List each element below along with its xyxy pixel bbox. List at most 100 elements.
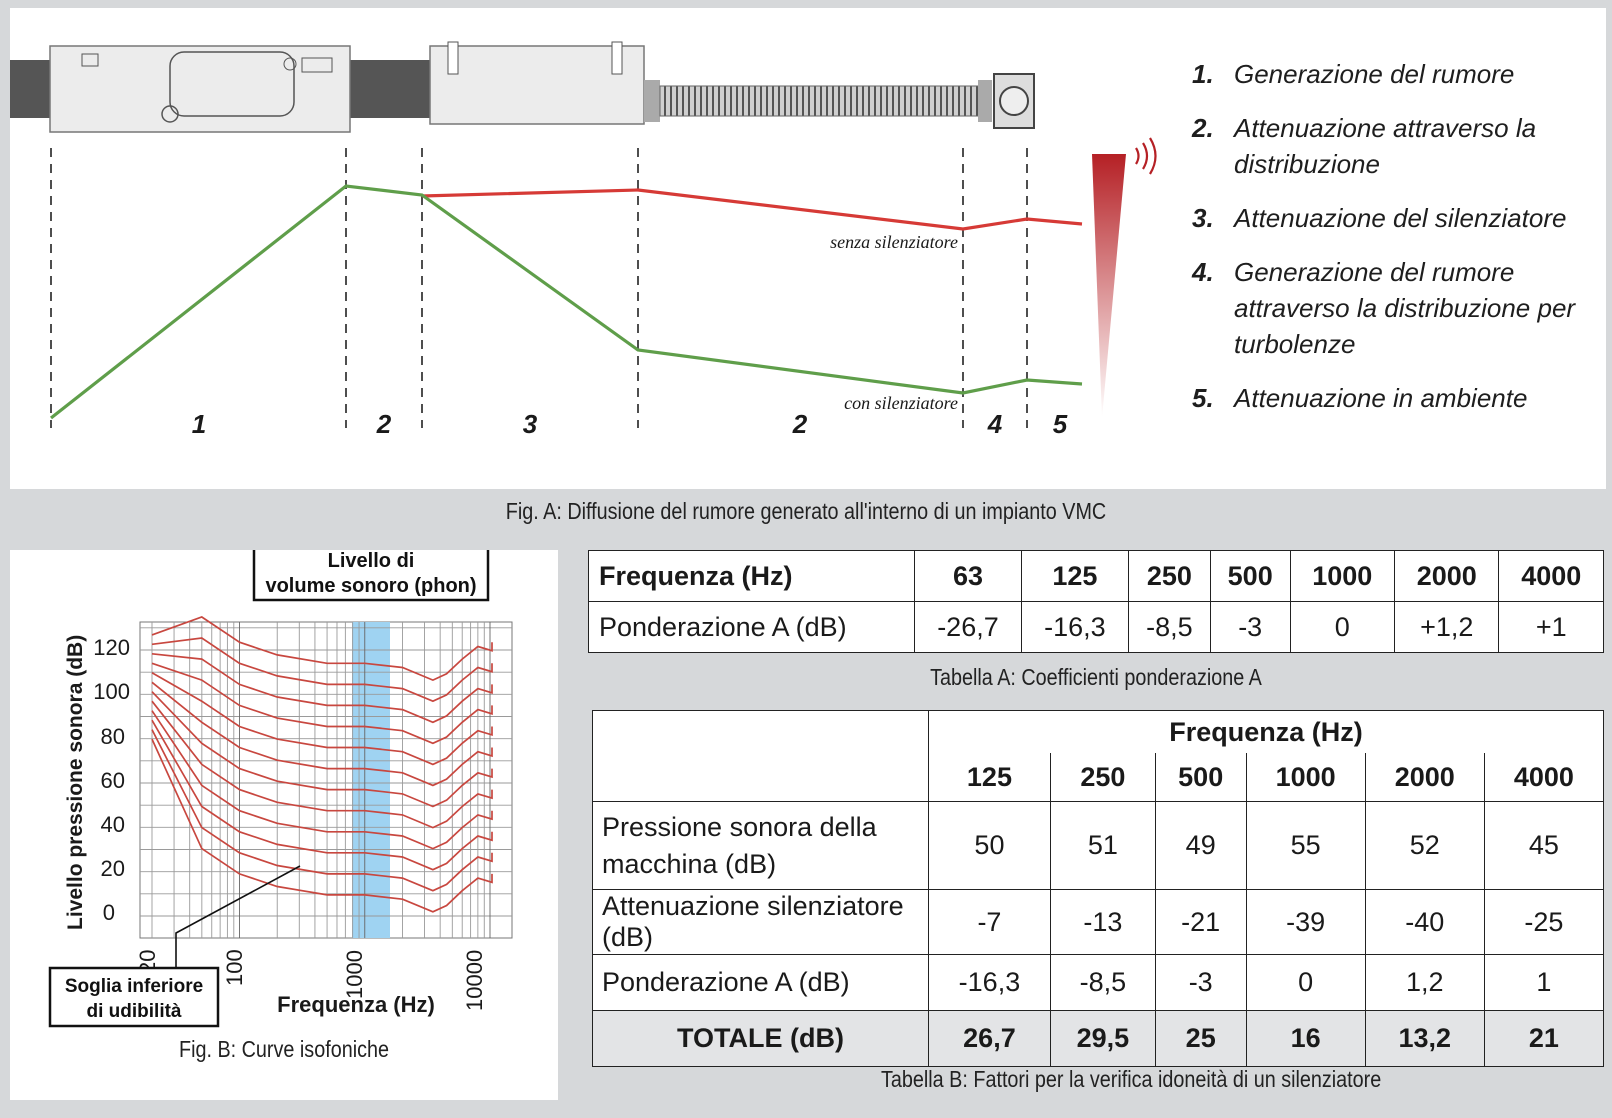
table-b-row: Ponderazione A (dB) -16,3 -8,5 -3 0 1,2 … xyxy=(592,954,1605,1011)
duct-middle xyxy=(350,60,432,118)
curve-with-silencer xyxy=(50,184,1083,420)
value-cell: +1 xyxy=(1498,601,1604,653)
isophonic-curve xyxy=(151,616,493,682)
value-cell: 45 xyxy=(1483,801,1605,890)
y-tick: 20 xyxy=(101,856,125,881)
frequency-cell: 2000 xyxy=(1364,753,1485,802)
value-cell: 55 xyxy=(1245,801,1366,890)
total-cell: 16 xyxy=(1245,1010,1366,1067)
threshold-line1: Soglia inferiore xyxy=(65,976,203,997)
table-a-header-row: Frequenza (Hz) 63 125 250 500 1000 2000 … xyxy=(588,550,1604,602)
total-cell: 21 xyxy=(1483,1010,1605,1067)
value-cell: 0 xyxy=(1245,954,1366,1011)
frequency-cell: 500 xyxy=(1154,753,1247,802)
isophonic-curve xyxy=(151,662,493,745)
table-b: Frequenza (Hz) 125 250 500 1000 2000 400… xyxy=(592,710,1605,1067)
value-cell: 1,2 xyxy=(1364,954,1485,1011)
y-tick: 40 xyxy=(101,812,125,837)
fig-a-panel: senza silenziatore con silenziatore 1 2 … xyxy=(10,8,1606,489)
y-tick: 80 xyxy=(101,724,125,749)
curve-green-label: con silenziatore xyxy=(844,393,958,413)
legend-number: 5. xyxy=(1192,383,1214,413)
y-tick: 100 xyxy=(93,679,130,704)
value-cell: 1 xyxy=(1483,954,1605,1011)
legend-item: 1. Generazione del rumore xyxy=(1192,56,1602,92)
frequency-cell: 1000 xyxy=(1245,753,1366,802)
chart-grid xyxy=(140,622,512,938)
curve-without-silencer xyxy=(421,188,1083,231)
phon-box-line1: Livello di xyxy=(328,550,415,572)
x-tick: 100 xyxy=(222,949,247,986)
legend-text: Attenuazione in ambiente xyxy=(1234,383,1528,413)
fig-a-caption: Fig. A: Diffusione del rumore generato a… xyxy=(505,498,1107,524)
isophonic-curve xyxy=(151,691,493,808)
row-label: Ponderazione A (dB) xyxy=(592,954,929,1011)
phon-box-line2: volume sonoro (phon) xyxy=(265,575,476,597)
y-tick: 120 xyxy=(93,635,130,660)
segment-label: 4 xyxy=(987,409,1003,439)
value-cell: -16,3 xyxy=(928,954,1051,1011)
silencer-unit xyxy=(429,41,645,125)
value-cell: 0 xyxy=(1289,601,1395,653)
value-cell: -25 xyxy=(1483,889,1605,955)
flex-duct-connector xyxy=(978,80,992,122)
table-b-caption: Tabella B: Fattori per la verifica idone… xyxy=(881,1066,1382,1092)
value-cell: -8,5 xyxy=(1127,601,1211,653)
frequency-cell: 250 xyxy=(1049,753,1156,802)
legend-number: 1. xyxy=(1192,59,1214,89)
value-cell: -40 xyxy=(1364,889,1485,955)
frequency-cell: 125 xyxy=(928,753,1051,802)
table-b-row: Attenuazione silenziatore (dB) -7 -13 -2… xyxy=(592,889,1605,955)
fig-a-diagram: senza silenziatore con silenziatore 1 2 … xyxy=(10,41,1157,439)
threshold-line2: di udibilità xyxy=(87,1001,182,1022)
threshold-box xyxy=(48,966,220,1028)
legend-text: Attenuazione attraverso la distribuzione xyxy=(1234,113,1537,179)
value-cell: -7 xyxy=(928,889,1051,955)
legend-text: Generazione del rumore attraverso la dis… xyxy=(1234,257,1576,359)
table-b-corner xyxy=(592,710,929,802)
legend-item: 3. Attenuazione del silenziatore xyxy=(1192,200,1602,236)
total-cell: 26,7 xyxy=(928,1010,1051,1067)
value-cell: -8,5 xyxy=(1049,954,1156,1011)
frequency-cell: 4000 xyxy=(1498,550,1604,602)
isophonic-curve xyxy=(151,681,493,787)
segment-label: 5 xyxy=(1053,409,1068,439)
table-b-header-row: Frequenza (Hz) xyxy=(592,710,1604,802)
flex-duct xyxy=(659,85,981,117)
table-a-header-label: Frequenza (Hz) xyxy=(588,550,915,602)
value-cell: -3 xyxy=(1154,954,1247,1011)
legend-item: 2. Attenuazione attraverso la distribuzi… xyxy=(1192,110,1602,182)
value-cell: +1,2 xyxy=(1393,601,1500,653)
value-cell: 52 xyxy=(1364,801,1485,890)
value-cell: -3 xyxy=(1209,601,1291,653)
legend-text: Generazione del rumore xyxy=(1234,59,1515,89)
frequency-cell: 250 xyxy=(1127,550,1211,602)
flex-duct-connector xyxy=(644,80,660,122)
value-cell: 49 xyxy=(1154,801,1247,890)
vmc-unit xyxy=(49,45,351,133)
duct-left xyxy=(10,60,52,118)
segment-label: 3 xyxy=(523,409,538,439)
row-label: Pressione sonora della macchina (dB) xyxy=(592,801,929,890)
y-tick: 60 xyxy=(101,768,125,793)
total-cell: 25 xyxy=(1154,1010,1247,1067)
frequency-cell: 1000 xyxy=(1289,550,1395,602)
frequency-cell: 4000 xyxy=(1483,753,1605,802)
y-tick: 0 xyxy=(103,900,115,925)
isophonic-curves xyxy=(151,616,493,913)
isophonic-curve xyxy=(151,700,493,829)
table-a: Frequenza (Hz) 63 125 250 500 1000 2000 … xyxy=(588,550,1604,653)
isophonic-curve xyxy=(151,719,493,871)
value-cell: -13 xyxy=(1049,889,1156,955)
x-tick: 10000 xyxy=(462,950,487,1011)
frequency-cell: 63 xyxy=(914,550,1022,602)
total-label: TOTALE (dB) xyxy=(592,1010,929,1067)
segment-label: 1 xyxy=(192,409,206,439)
legend-item: 5. Attenuazione in ambiente xyxy=(1192,380,1602,416)
isophonic-curve xyxy=(151,652,493,724)
legend-item: 4. Generazione del rumore attraverso la … xyxy=(1192,254,1602,362)
sound-waves-icon xyxy=(1135,137,1157,175)
isophonic-curve xyxy=(151,729,493,892)
frequency-cell: 2000 xyxy=(1393,550,1500,602)
fig-a-legend: 1. Generazione del rumore 2. Attenuazion… xyxy=(1192,56,1602,434)
